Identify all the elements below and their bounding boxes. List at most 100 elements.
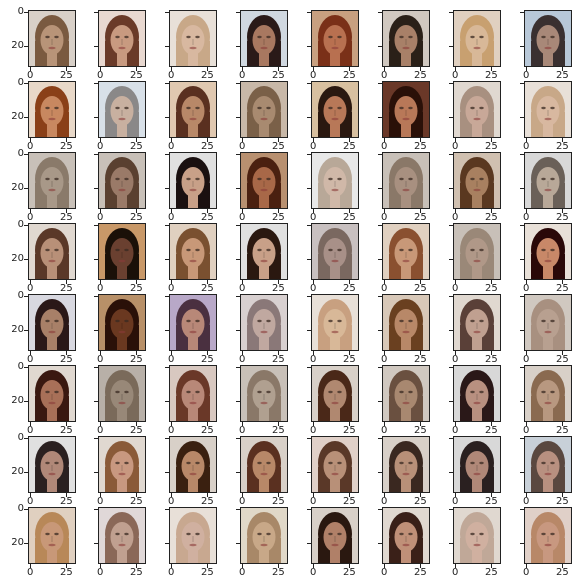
generated-face-image bbox=[170, 82, 216, 137]
y-axis-tick bbox=[449, 117, 453, 118]
x-axis-tick bbox=[420, 138, 421, 142]
panel-frame bbox=[28, 81, 76, 138]
x-axis-tick bbox=[242, 280, 243, 284]
x-axis-tick bbox=[313, 138, 314, 142]
x-tick-label: 25 bbox=[201, 496, 214, 507]
panel-frame bbox=[240, 81, 288, 138]
x-tick-label: 25 bbox=[60, 283, 73, 294]
mouth bbox=[189, 401, 197, 405]
generated-face-image bbox=[383, 82, 429, 137]
neck bbox=[472, 193, 482, 208]
x-axis-tick bbox=[526, 67, 527, 71]
x-tick-label: 0 bbox=[27, 425, 34, 436]
x-tick-label: 25 bbox=[272, 212, 285, 223]
y-axis-tick bbox=[378, 330, 382, 331]
x-tick-label: 0 bbox=[310, 141, 317, 152]
x-tick-label: 25 bbox=[201, 70, 214, 81]
image-panel: 0 25 bbox=[378, 10, 430, 81]
x-tick-label: 0 bbox=[239, 354, 246, 365]
x-tick-label: 0 bbox=[27, 283, 34, 294]
panel-frame bbox=[169, 152, 217, 209]
neck bbox=[47, 264, 57, 279]
left-eye bbox=[470, 106, 475, 110]
x-tick-label: 25 bbox=[201, 212, 214, 223]
panel-frame bbox=[382, 10, 430, 67]
left-eye bbox=[186, 106, 191, 110]
neck bbox=[543, 477, 553, 492]
image-panel: 0 25 bbox=[236, 223, 288, 294]
right-eye bbox=[408, 461, 413, 465]
panel-frame bbox=[240, 223, 288, 280]
x-axis-tick bbox=[242, 564, 243, 568]
face-shape bbox=[465, 167, 489, 197]
generated-face-image bbox=[383, 437, 429, 492]
generated-face-image bbox=[383, 508, 429, 563]
y-tick-label: 0 bbox=[17, 290, 24, 301]
nose-shadow bbox=[192, 323, 194, 329]
y-axis-tick bbox=[449, 296, 453, 297]
left-eye bbox=[115, 106, 120, 110]
panel-frame bbox=[98, 223, 146, 280]
panel-frame bbox=[382, 507, 430, 564]
x-axis-tick bbox=[136, 564, 137, 568]
y-tick-label: 20 bbox=[11, 182, 24, 193]
y-axis-tick bbox=[520, 83, 524, 84]
face-shape bbox=[252, 238, 276, 268]
nose-shadow bbox=[547, 39, 549, 45]
left-eye bbox=[257, 532, 262, 536]
generated-face-image bbox=[29, 508, 75, 563]
x-axis-tick bbox=[526, 280, 527, 284]
mouth bbox=[544, 543, 552, 547]
x-tick-label: 0 bbox=[523, 425, 530, 436]
x-tick-label: 0 bbox=[168, 283, 175, 294]
neck bbox=[401, 264, 411, 279]
nose-shadow bbox=[51, 181, 53, 187]
x-tick-label: 25 bbox=[272, 496, 285, 507]
x-axis-tick bbox=[100, 351, 101, 355]
generated-face-image bbox=[312, 224, 358, 279]
y-axis-tick bbox=[449, 401, 453, 402]
left-eye bbox=[45, 248, 50, 252]
panel-frame bbox=[382, 294, 430, 351]
generated-face-image bbox=[241, 508, 287, 563]
x-axis-tick bbox=[171, 209, 172, 213]
panel-frame bbox=[169, 507, 217, 564]
nose-shadow bbox=[334, 536, 336, 542]
x-tick-label: 25 bbox=[272, 70, 285, 81]
x-axis-tick bbox=[455, 422, 456, 426]
y-axis-tick bbox=[24, 438, 28, 439]
mouth bbox=[402, 472, 410, 476]
y-axis-tick bbox=[378, 83, 382, 84]
mouth bbox=[189, 543, 197, 547]
neck bbox=[330, 51, 340, 66]
y-axis-tick bbox=[236, 438, 240, 439]
left-eye bbox=[328, 461, 333, 465]
x-axis-tick bbox=[420, 67, 421, 71]
x-axis-tick bbox=[420, 280, 421, 284]
x-axis-tick bbox=[207, 138, 208, 142]
y-axis-tick bbox=[94, 83, 98, 84]
x-tick-label: 0 bbox=[239, 567, 246, 578]
x-axis-tick bbox=[455, 564, 456, 568]
face-shape bbox=[110, 522, 134, 552]
x-axis-tick bbox=[384, 138, 385, 142]
generated-face-image bbox=[170, 224, 216, 279]
neck bbox=[117, 406, 127, 421]
right-eye bbox=[408, 248, 413, 252]
nose-shadow bbox=[263, 536, 265, 542]
left-eye bbox=[257, 319, 262, 323]
x-axis-tick bbox=[313, 422, 314, 426]
left-eye bbox=[541, 106, 546, 110]
y-axis-tick bbox=[94, 154, 98, 155]
right-eye bbox=[550, 461, 555, 465]
image-panel: 0 25 bbox=[520, 10, 572, 81]
neck bbox=[259, 51, 269, 66]
neck bbox=[543, 264, 553, 279]
right-eye bbox=[266, 35, 271, 39]
face-shape bbox=[181, 309, 205, 339]
x-tick-label: 25 bbox=[485, 496, 498, 507]
nose-shadow bbox=[263, 465, 265, 471]
x-tick-label: 25 bbox=[60, 425, 73, 436]
x-axis-tick bbox=[171, 67, 172, 71]
panel-frame bbox=[240, 294, 288, 351]
